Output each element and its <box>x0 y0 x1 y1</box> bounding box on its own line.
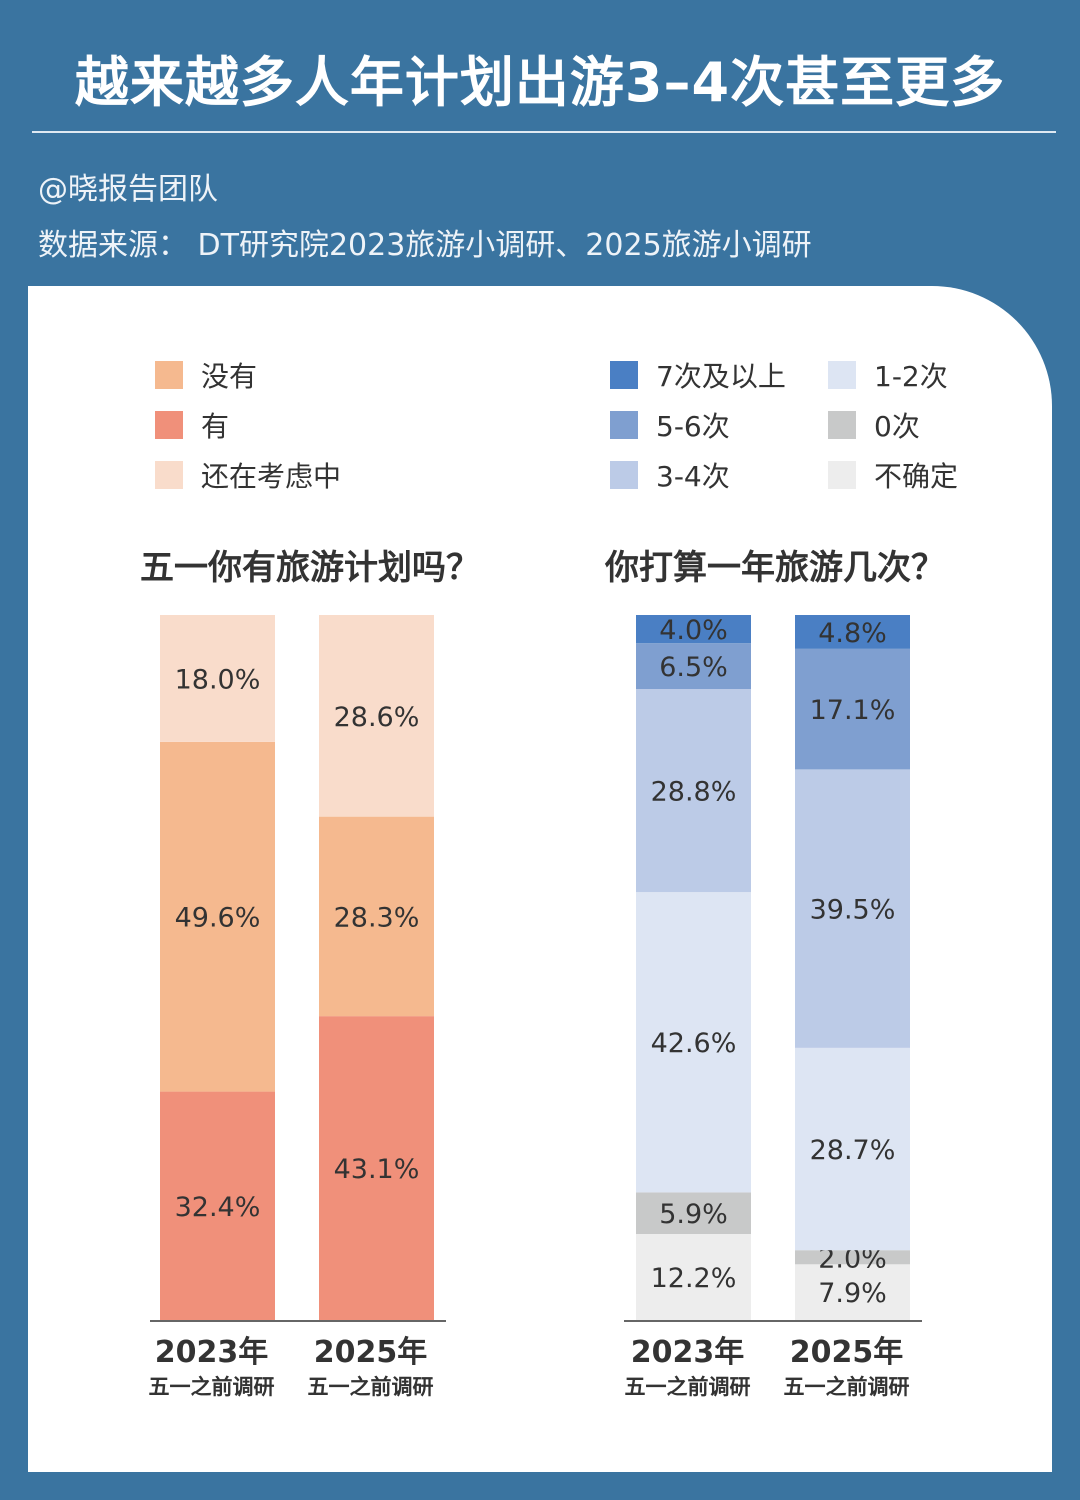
data-label: 28.8% <box>651 777 737 808</box>
legend-item: 5-6次 <box>610 405 730 445</box>
bar-segment <box>636 1233 751 1320</box>
chart-title-travel-plan: 五一你有旅游计划吗？ <box>140 548 480 588</box>
author: @晓报告团队 <box>38 172 218 207</box>
bar-segment <box>636 689 751 893</box>
legend-swatch <box>828 461 856 489</box>
data-label: 39.5% <box>810 895 896 926</box>
x-tick-label: 2025年 <box>790 1335 904 1370</box>
bar-segment <box>160 615 275 742</box>
legend-swatch <box>828 361 856 389</box>
data-label: 42.6% <box>651 1028 737 1059</box>
chart-title-trip-frequency: 你打算一年旅游几次？ <box>605 548 945 588</box>
bar-segment <box>160 741 275 1092</box>
bar-segment <box>795 1047 910 1251</box>
legend-item: 0次 <box>828 405 920 445</box>
bar-segment <box>636 615 751 644</box>
bar-segment <box>795 1250 910 1265</box>
x-tick-sublabel: 五一之前调研 <box>149 1375 275 1399</box>
bar-segment <box>636 892 751 1193</box>
legend-item: 不确定 <box>828 455 958 495</box>
x-tick-label: 2023年 <box>631 1335 745 1370</box>
data-label: 49.6% <box>175 903 261 934</box>
bar-segment <box>795 615 910 649</box>
data-label: 43.1% <box>334 1154 420 1185</box>
data-source: 数据来源： DT研究院2023旅游小调研、2025旅游小调研 <box>38 228 812 263</box>
bar-segment <box>636 1192 751 1234</box>
x-tick-sublabel: 五一之前调研 <box>308 1375 434 1399</box>
legend-item: 有 <box>155 405 229 445</box>
data-label: 18.0% <box>175 664 261 695</box>
bar-segment <box>636 643 751 690</box>
legend-label: 5-6次 <box>656 410 730 443</box>
legend-item: 3-4次 <box>610 455 730 495</box>
legend-swatch <box>828 411 856 439</box>
legend-label: 7次及以上 <box>656 360 786 393</box>
legend-item: 7次及以上 <box>610 355 786 395</box>
data-label: 17.1% <box>810 695 896 726</box>
page-title: 越来越多人年计划出游3–4次甚至更多 <box>74 51 1006 114</box>
divider <box>32 131 1056 133</box>
bar-segment <box>319 1016 434 1320</box>
x-tick-sublabel: 五一之前调研 <box>784 1375 910 1399</box>
data-label: 32.4% <box>175 1192 261 1223</box>
bar-segment <box>319 816 434 1017</box>
legend-swatch <box>155 361 183 389</box>
legend-swatch <box>155 411 183 439</box>
data-label: 28.3% <box>334 902 420 933</box>
data-label: 28.7% <box>810 1135 896 1166</box>
legend-item: 没有 <box>155 355 257 395</box>
bar-segment <box>795 1264 910 1320</box>
legend-swatch <box>610 361 638 389</box>
data-label: 28.6% <box>334 702 420 733</box>
x-tick-label: 2025年 <box>314 1335 428 1370</box>
legend-label: 3-4次 <box>656 460 730 493</box>
legend-label: 没有 <box>201 360 258 393</box>
legend-label: 还在考虑中 <box>201 460 342 493</box>
legend-swatch <box>155 461 183 489</box>
legend-label: 不确定 <box>874 460 959 493</box>
bar-segment <box>795 769 910 1048</box>
legend-item: 还在考虑中 <box>155 455 341 495</box>
data-label: 12.2% <box>651 1263 737 1294</box>
data-label: 4.8% <box>818 618 887 649</box>
legend-swatch <box>610 411 638 439</box>
legend-label: 0次 <box>874 410 920 443</box>
legend-label: 1-2次 <box>874 360 948 393</box>
data-label: 7.9% <box>818 1278 887 1309</box>
x-tick-label: 2023年 <box>155 1335 269 1370</box>
legend-label: 有 <box>201 410 230 443</box>
x-tick-sublabel: 五一之前调研 <box>625 1375 751 1399</box>
bar-segment <box>319 615 434 817</box>
legend-item: 1-2次 <box>828 355 948 395</box>
data-label: 4.0% <box>659 615 728 646</box>
legend-swatch <box>610 461 638 489</box>
data-label: 6.5% <box>659 652 728 683</box>
bar-segment <box>795 648 910 770</box>
data-label: 5.9% <box>659 1199 728 1230</box>
bar-segment <box>160 1091 275 1320</box>
